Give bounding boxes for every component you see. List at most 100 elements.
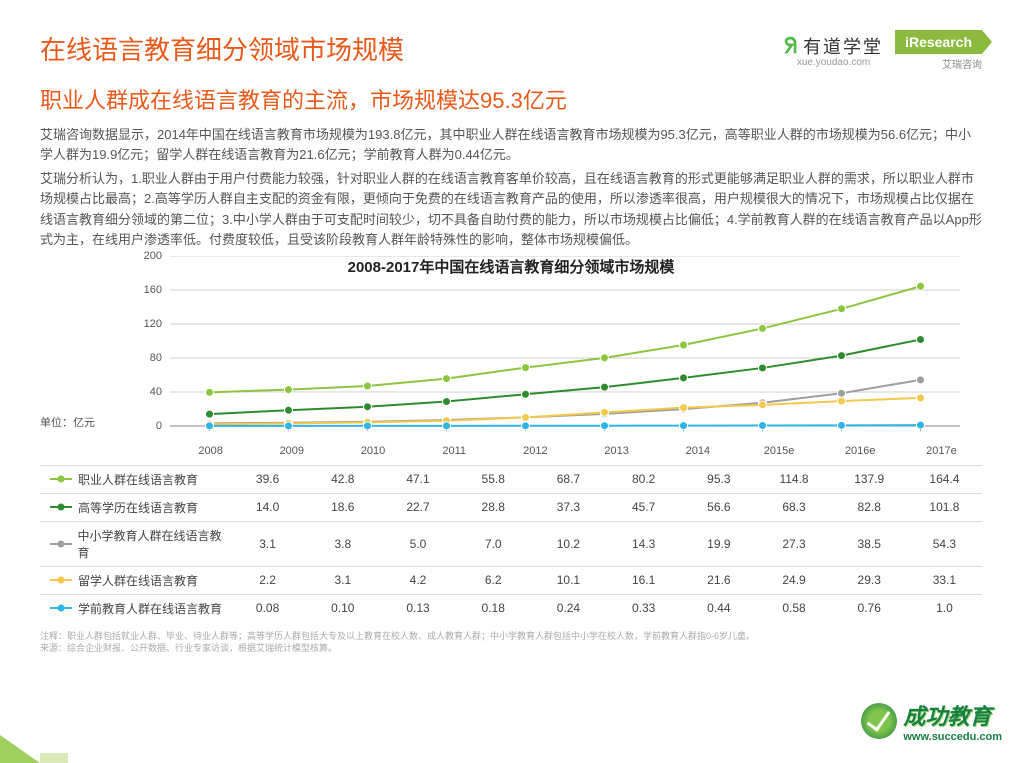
x-tick-label: 2013 [576, 441, 657, 457]
table-cell: 114.8 [756, 472, 831, 486]
table-cell: 3.8 [305, 537, 380, 551]
chart-container: 2008-2017年中国在线语言教育细分领域市场规模 2001601208040… [40, 256, 982, 622]
footnote: 注释：职业人群包括就业人群、毕业、待业人群等；高等学历人群包括大专及以上教育在校… [40, 630, 982, 655]
table-cell: 3.1 [305, 573, 380, 587]
iresearch-logo: iResearch 艾瑞咨询 [895, 30, 982, 71]
x-tick-label: 2012 [495, 441, 576, 457]
x-tick-label: 2011 [414, 441, 495, 457]
youdao-gate-icon: ᖆ [784, 33, 797, 59]
table-cell: 47.1 [380, 472, 455, 486]
series-name: 高等学历在线语言教育 [78, 499, 198, 516]
table-cell: 45.7 [606, 500, 681, 514]
legend-cell: 学前教育人群在线语言教育 [40, 600, 230, 617]
table-cell: 1.0 [907, 601, 982, 615]
table-cell: 10.2 [531, 537, 606, 551]
table-cell: 29.3 [832, 573, 907, 587]
table-cell: 82.8 [832, 500, 907, 514]
table-cell: 14.0 [230, 500, 305, 514]
footnote-line1: 注释：职业人群包括就业人群、毕业、待业人群等；高等学历人群包括大专及以上教育在校… [40, 630, 982, 643]
legend-cell: 留学人群在线语言教育 [40, 572, 230, 589]
series-marker-icon [50, 604, 72, 612]
table-cell: 42.8 [305, 472, 380, 486]
table-row: 高等学历在线语言教育 14.018.622.728.837.345.756.668… [40, 493, 982, 521]
table-cell: 18.6 [305, 500, 380, 514]
table-row: 职业人群在线语言教育39.642.847.155.868.780.295.311… [40, 465, 982, 493]
chart-plot [170, 256, 982, 441]
table-cell: 21.6 [681, 573, 756, 587]
y-axis: 20016012080400单位：亿元 [40, 256, 170, 426]
table-row: 学前教育人群在线语言教育0.080.100.130.180.240.330.44… [40, 594, 982, 622]
series-marker-icon [50, 475, 72, 483]
table-cell: 16.1 [606, 573, 681, 587]
table-cell: 19.9 [681, 537, 756, 551]
table-cell: 6.2 [456, 573, 531, 587]
series-marker-icon [50, 540, 72, 548]
table-cell: 0.33 [606, 601, 681, 615]
table-cell: 10.1 [531, 573, 606, 587]
watermark-icon [861, 703, 897, 739]
table-cell: 54.3 [907, 537, 982, 551]
table-cell: 14.3 [606, 537, 681, 551]
table-cell: 0.24 [531, 601, 606, 615]
table-cell: 28.8 [456, 500, 531, 514]
x-axis: 20082009201020112012201320142015e2016e20… [170, 441, 982, 457]
legend-cell: 高等学历在线语言教育 [40, 499, 230, 516]
table-cell: 0.08 [230, 601, 305, 615]
table-cell: 33.1 [907, 573, 982, 587]
table-cell: 22.7 [380, 500, 455, 514]
data-table: 职业人群在线语言教育39.642.847.155.868.780.295.311… [40, 465, 982, 622]
x-tick-label: 2009 [251, 441, 332, 457]
table-cell: 0.76 [832, 601, 907, 615]
subtitle: 职业人群成在线语言教育的主流，市场规模达95.3亿元 [40, 83, 982, 115]
table-cell: 68.7 [531, 472, 606, 486]
x-tick-label: 2010 [332, 441, 413, 457]
paragraph-2: 艾瑞分析认为，1.职业人群由于用户付费能力较强，针对职业人群的在线语言教育客单价… [40, 169, 982, 250]
page-title: 在线语言教育细分领域市场规模 [40, 30, 404, 67]
table-cell: 5.0 [380, 537, 455, 551]
table-cell: 4.2 [380, 573, 455, 587]
watermark-en: www.succedu.com [903, 731, 1002, 743]
youdao-logo: ᖆ 有道学堂 xue.youdao.com [784, 33, 883, 68]
table-cell: 7.0 [456, 537, 531, 551]
series-marker-icon [50, 576, 72, 584]
table-cell: 0.10 [305, 601, 380, 615]
series-marker-icon [50, 503, 72, 511]
series-name: 留学人群在线语言教育 [78, 572, 198, 589]
table-cell: 164.4 [907, 472, 982, 486]
table-cell: 2.2 [230, 573, 305, 587]
table-cell: 0.18 [456, 601, 531, 615]
x-tick-label: 2016e [820, 441, 901, 457]
iresearch-text: iResearch [895, 30, 982, 54]
x-tick-label: 2015e [738, 441, 819, 457]
footnote-line2: 来源：综合企业财报、公开数据、行业专家访谈，根据艾瑞统计模型核算。 [40, 642, 982, 655]
legend-cell: 职业人群在线语言教育 [40, 471, 230, 488]
x-tick-label: 2014 [657, 441, 738, 457]
corner-decor-tri [0, 735, 40, 763]
table-cell: 101.8 [907, 500, 982, 514]
table-cell: 0.44 [681, 601, 756, 615]
youdao-sub: xue.youdao.com [797, 57, 870, 68]
table-cell: 68.3 [756, 500, 831, 514]
x-tick-label: 2017e [901, 441, 982, 457]
series-name: 中小学教育人群在线语言教育 [78, 527, 231, 561]
table-cell: 37.3 [531, 500, 606, 514]
table-cell: 95.3 [681, 472, 756, 486]
table-cell: 39.6 [230, 472, 305, 486]
table-cell: 137.9 [832, 472, 907, 486]
watermark: 成功教育 www.succedu.com [861, 699, 1002, 743]
table-cell: 80.2 [606, 472, 681, 486]
youdao-text: 有道学堂 [803, 33, 883, 59]
table-cell: 55.8 [456, 472, 531, 486]
watermark-cn: 成功教育 [903, 699, 1002, 731]
table-cell: 3.1 [230, 537, 305, 551]
table-cell: 56.6 [681, 500, 756, 514]
table-row: 中小学教育人群在线语言教育3.13.85.07.010.214.319.927.… [40, 521, 982, 566]
x-tick-label: 2008 [170, 441, 251, 457]
table-cell: 27.3 [756, 537, 831, 551]
chart-svg [170, 256, 960, 436]
table-cell: 0.58 [756, 601, 831, 615]
corner-decor-bar [40, 753, 68, 763]
iresearch-sub: 艾瑞咨询 [895, 56, 982, 71]
table-cell: 38.5 [832, 537, 907, 551]
legend-cell: 中小学教育人群在线语言教育 [40, 527, 230, 561]
